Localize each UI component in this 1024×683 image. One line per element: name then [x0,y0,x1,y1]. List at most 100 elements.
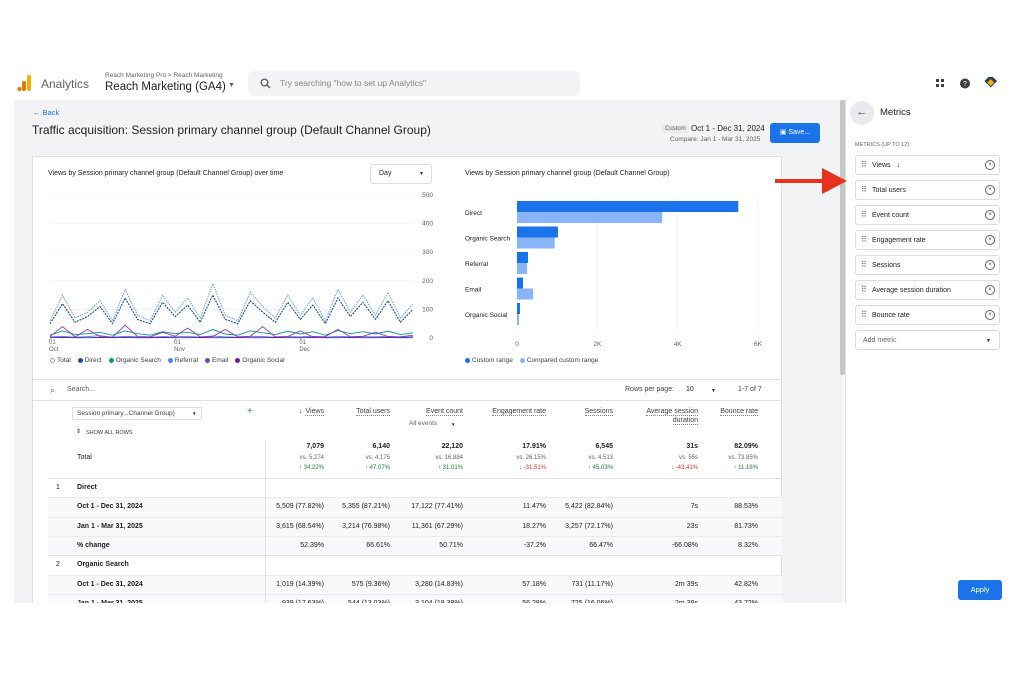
remove-metric[interactable]: × [985,185,995,195]
table-search[interactable]: Search... [67,386,96,393]
column-header[interactable]: Bounce rate [696,407,758,416]
save-button[interactable]: ▣ Save... [770,123,820,143]
column-header[interactable]: Average session duration [636,407,698,425]
row-label: Oct 1 - Dec 31, 2024 [77,580,143,588]
total-value: 7,079 [306,443,324,450]
metric-item[interactable]: ⠿ Event count × [855,205,1000,225]
column-subheader[interactable]: All events [409,420,438,427]
x-tick-label: 01 [299,340,306,346]
remove-metric[interactable]: × [985,160,995,170]
search-box[interactable] [248,71,580,96]
category-label: Referral [465,261,489,268]
total-change: ↑ 31.01% [437,465,463,471]
rows-per-page[interactable]: 10 [686,386,694,393]
column-header[interactable]: Sessions [551,407,613,416]
apply-button[interactable]: Apply [958,580,1002,600]
product-name: Analytics [41,77,90,91]
total-compare: vs. 16,884 [435,455,463,461]
x-tick-label: Dec [299,347,310,353]
total-compare: vs. 55s [678,455,698,461]
column-label[interactable]: Bounce rate [720,408,758,416]
cell: 81.73% [734,522,758,530]
add-metric-text[interactable]: Add metric [863,337,897,344]
line-series [49,293,414,325]
total-compare: vs. 26.15% [516,455,546,461]
total-value: 6,140 [372,443,390,450]
legend-item: Organic Social [235,357,285,364]
column-label[interactable]: Engagement rate [492,408,546,416]
cell: 11.47% [522,503,546,511]
metric-item[interactable]: ⠿ Bounce rate × [855,305,1000,325]
remove-metric[interactable]: × [985,285,995,295]
cell: 8.32% [738,541,758,549]
cell: 575 (9.36%) [351,580,390,588]
row-name: Organic Search [77,561,129,569]
column-header[interactable]: Engagement rate [484,407,546,416]
x-tick-label: 0 [515,341,519,348]
legend-label: Organic Social [242,357,285,364]
legend-swatch [167,357,173,363]
granularity-text[interactable]: Day [379,170,392,177]
metric-item[interactable]: ⠿ Total users × [855,180,1000,200]
cell: 544 (13.03%) [300,600,390,603]
metric-item[interactable]: ⠿ Average session duration × [855,280,1000,300]
row-bg [48,535,782,556]
cell: 50.71% [439,541,463,549]
column-label[interactable]: Total users [356,408,390,416]
column-label[interactable]: Sessions [584,408,613,416]
cell: 3,615 (68.54%) [276,522,324,530]
add-dimension[interactable]: + [247,406,253,417]
column-header[interactable]: Event count [401,407,463,416]
cell: 731 (11.17%) [571,580,613,588]
show-all[interactable]: SHOW ALL ROWS [86,430,133,436]
compare-range: Compare: Jan 1 - Mar 31, 2025 [670,136,761,143]
property-name[interactable]: Reach Marketing (GA4) [105,81,226,93]
side-panel [845,100,1011,603]
save-text[interactable]: Save... [788,129,811,136]
cell: 57.18% [522,580,546,588]
granularity-select[interactable]: Day ▼ [370,164,432,184]
bar [517,314,520,325]
search-icon [260,78,271,89]
back-text[interactable]: Back [42,108,60,117]
metric-item[interactable]: ⠿ Sessions × [855,255,1000,275]
legend-item: Organic Search [108,357,161,364]
cell: 56.28% [456,600,546,603]
column-label[interactable]: Event count [426,408,463,416]
remove-metric[interactable]: × [985,310,995,320]
cell: 5,509 (77.82%) [276,503,324,511]
cell: -66.08% [671,541,698,549]
y-tick-label: 300 [422,249,433,256]
column-label[interactable]: Views [305,408,324,416]
x-tick-label: 2K [593,341,602,348]
metric-item[interactable]: ⠿ Views ↓ × [855,155,1000,175]
cell: 3,214 (76.98%) [342,522,390,530]
x-tick-label: Oct [49,347,59,353]
line-legend: Total Direct Organic Search Referral Email Or… [50,357,285,364]
cell: 42.82% [734,580,758,588]
cell: 7s [690,503,698,511]
remove-metric[interactable]: × [985,210,995,220]
cell: 5,355 (87.21%) [342,503,390,511]
row-bg [48,497,782,517]
column-header[interactable]: Total users [328,407,390,416]
legend-swatch [235,357,241,363]
column-header[interactable]: ↓ Views [262,407,324,416]
legend-label: Custom range [472,357,513,364]
back-link[interactable]: ← Back [33,108,60,117]
row-name: Direct [77,484,97,491]
remove-metric[interactable]: × [985,235,995,245]
logo [17,75,31,91]
add-metric[interactable]: Add metric ▼ [855,330,1000,350]
column-label[interactable]: Average session duration [646,408,698,425]
total-compare: vs. 5,274 [299,455,324,461]
divider [32,379,782,380]
metric-item[interactable]: ⠿ Engagement rate × [855,230,1000,250]
panel-back[interactable]: ← [850,101,874,125]
breadcrumb[interactable]: Reach Marketing Pro > Reach Marketing [105,72,223,79]
date-range[interactable]: Oct 1 - Dec 31, 2024 [691,124,765,133]
page-title: Traffic acquisition: Session primary cha… [32,123,431,137]
total-change: ↑ 45.03% [587,465,613,471]
dimension-select[interactable]: Session primary...Channel Group) [72,407,202,420]
remove-metric[interactable]: × [985,260,995,270]
